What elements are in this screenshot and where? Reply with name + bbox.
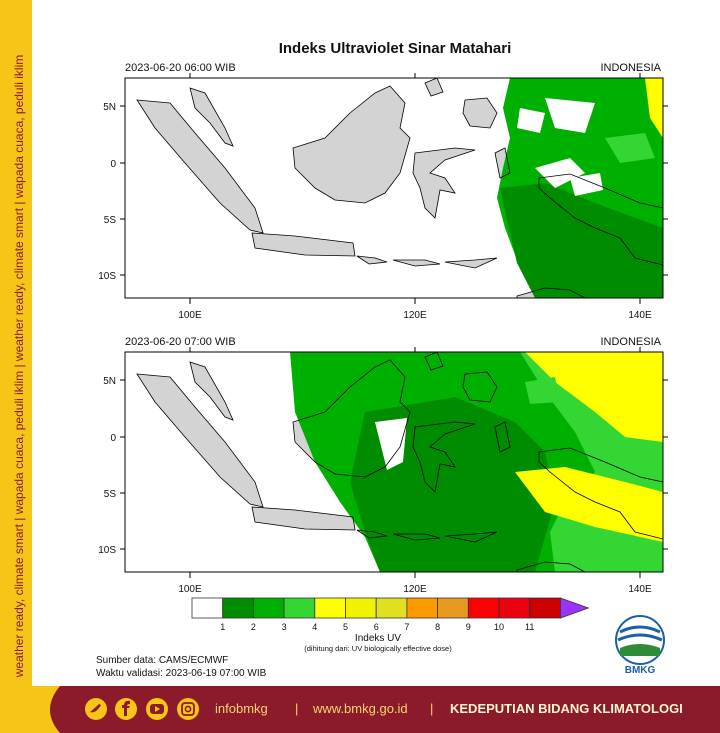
y-tick-label: 0	[110, 159, 116, 170]
colorbar-label: 10	[494, 622, 504, 632]
panel-region: INDONESIA	[600, 336, 661, 348]
x-tick-label: 120E	[403, 584, 427, 595]
map-frame	[124, 351, 664, 573]
side-text: weather ready, climate smart | wapada cu…	[12, 55, 26, 679]
colorbar-segment	[437, 597, 469, 619]
x-tick-label: 120E	[403, 310, 427, 321]
colorbar-title: Indeks UV	[355, 633, 401, 644]
colorbar-segment	[529, 597, 561, 619]
colorbar-label: 7	[404, 622, 409, 632]
y-tick-label: 5S	[104, 215, 117, 226]
colorbar-subtitle: (dihitung dari: UV biologically effectiv…	[304, 644, 452, 653]
colorbar-label: 9	[466, 622, 471, 632]
colorbar-arrow	[560, 597, 590, 619]
footer-separator: |	[430, 701, 433, 716]
x-tick-label: 140E	[628, 310, 652, 321]
footer-curve	[32, 686, 60, 733]
colorbar-segment	[222, 597, 254, 619]
map-frame	[124, 77, 664, 299]
colorbar-segment	[283, 597, 316, 619]
map-panel: 2023-06-20 06:00 WIB INDONESIA 100E 120E 140…	[98, 62, 668, 321]
footer-handle: infobmkg	[215, 701, 268, 716]
panel-time: 2023-06-20 07:00 WIB	[125, 336, 236, 348]
panel-time: 2023-06-20 06:00 WIB	[125, 62, 236, 74]
colorbar-label: 3	[282, 622, 287, 632]
colorbar-label: 4	[312, 622, 317, 632]
validity: Waktu validasi: 2023-06-19 07:00 WIB	[96, 668, 267, 679]
x-tick-label: 100E	[178, 584, 202, 595]
colorbar-segment	[498, 597, 531, 619]
colorbar-label: 5	[343, 622, 348, 632]
colorbar-segment	[252, 597, 285, 619]
colorbar-segment	[314, 597, 346, 619]
side-strip	[0, 0, 32, 733]
y-tick-label: 10S	[98, 271, 116, 282]
colorbar-label: 1	[220, 622, 225, 632]
panel-region: INDONESIA	[600, 62, 661, 74]
colorbar-segment	[406, 597, 438, 619]
footer-department: KEDEPUTIAN BIDANG KLIMATOLOGI	[450, 701, 683, 716]
map-panel: 2023-06-20 07:00 WIB INDONESIA 100E 120E 140…	[98, 336, 668, 595]
colorbar-label: 8	[435, 622, 440, 632]
x-tick-label: 100E	[178, 310, 202, 321]
colorbar-label: 2	[251, 622, 256, 632]
y-tick-label: 0	[110, 433, 116, 444]
y-tick-label: 10S	[98, 545, 116, 556]
logo-text: BMKG	[625, 665, 656, 676]
uv-field	[290, 352, 663, 572]
colorbar-segment	[345, 597, 377, 619]
x-tick-label: 140E	[628, 584, 652, 595]
y-tick-label: 5N	[103, 376, 116, 387]
colorbar-segment	[375, 597, 408, 619]
y-tick-label: 5N	[103, 102, 116, 113]
colorbar: 1 2 3 4 5 6 7 8 9 10 11 Indeks UV(dihitung dari: UV…	[191, 597, 590, 653]
y-tick-label: 5S	[104, 489, 117, 500]
uv-field	[497, 78, 663, 298]
social-icons	[85, 698, 199, 720]
colorbar-label: 11	[525, 622, 534, 632]
instagram-icon[interactable]	[177, 698, 199, 720]
bmkg-logo: BMKG	[615, 615, 665, 676]
colorbar-label: 6	[374, 622, 379, 632]
colorbar-segment	[191, 597, 224, 619]
title: Indeks Ultraviolet Sinar Matahari	[279, 40, 512, 57]
colorbar-segment	[467, 597, 500, 619]
footer-separator: |	[295, 701, 298, 716]
source: Sumber data: CAMS/ECMWF	[96, 655, 228, 666]
footer-website: www.bmkg.go.id	[312, 701, 408, 716]
